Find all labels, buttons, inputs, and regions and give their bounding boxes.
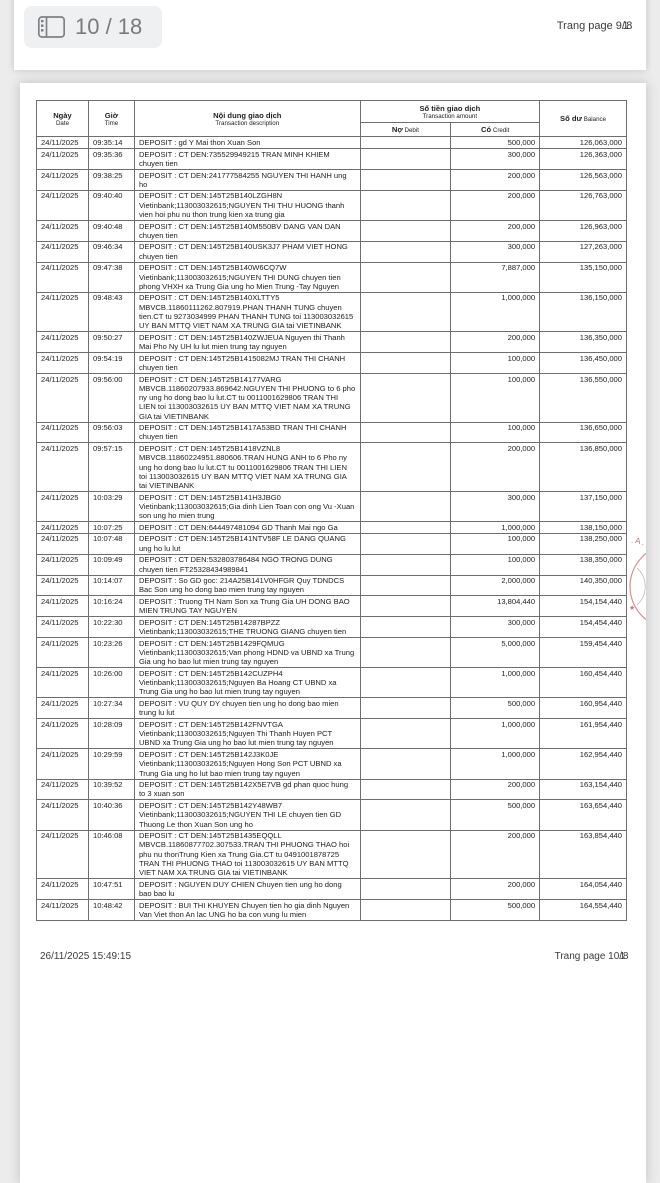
svg-text:★: ★ <box>629 604 635 612</box>
